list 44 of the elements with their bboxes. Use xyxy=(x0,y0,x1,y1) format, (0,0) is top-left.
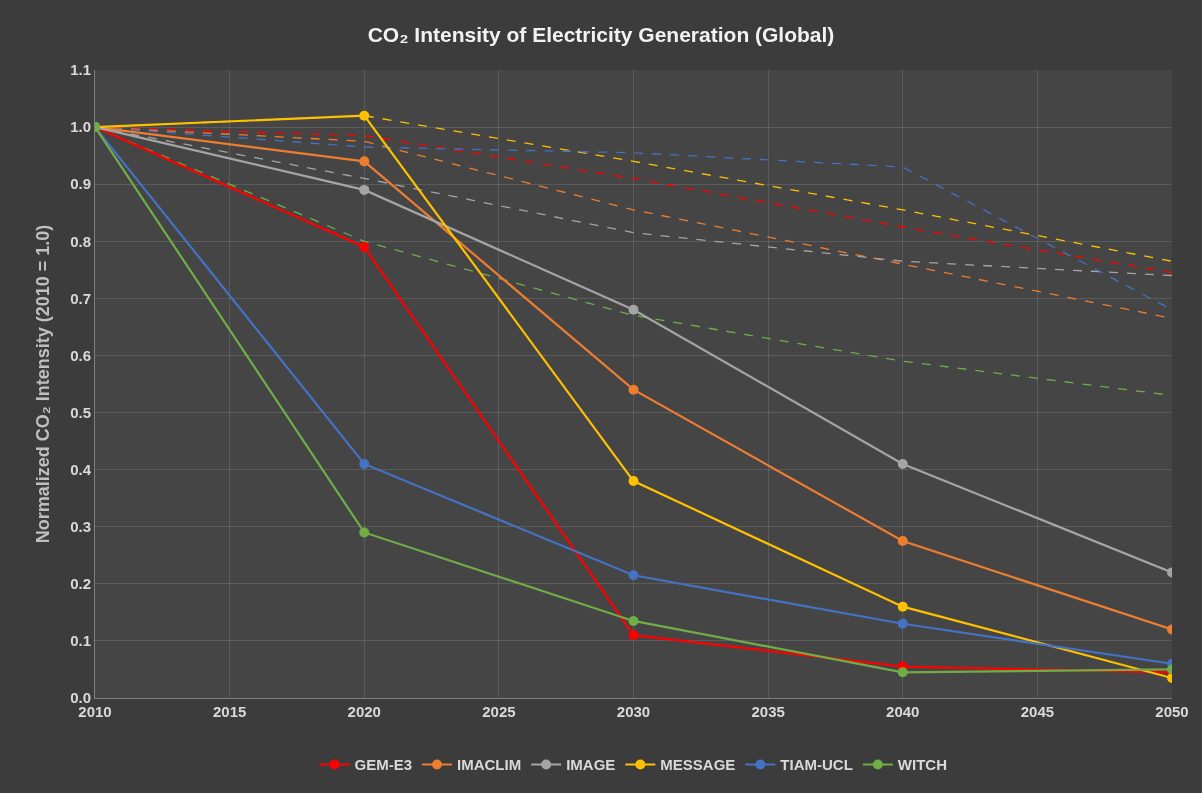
x-tick-label: 2045 xyxy=(1020,703,1055,720)
point xyxy=(628,630,639,641)
legend-label: WITCH xyxy=(897,756,947,774)
legend-label: MESSAGE xyxy=(660,756,736,774)
y-tick-label: 0.7 xyxy=(70,289,91,307)
point xyxy=(897,667,908,678)
y-tick-label: 0.9 xyxy=(70,175,91,193)
y-axis-title: Normalized CO₂ Intensity (2010 = 1.0) xyxy=(33,224,53,544)
y-tick-label: 0.6 xyxy=(70,346,91,364)
x-tick-label: 2040 xyxy=(886,703,920,720)
point xyxy=(359,241,370,252)
x-tick-label: 2030 xyxy=(616,703,651,720)
point xyxy=(628,615,639,626)
point xyxy=(359,184,370,195)
y-tick-label: 0.3 xyxy=(70,517,91,535)
legend-label: TIAM-UCL xyxy=(780,756,853,774)
point xyxy=(628,304,639,315)
point xyxy=(359,527,370,538)
point xyxy=(628,476,639,487)
y-tick-label: 1.0 xyxy=(70,118,91,136)
point xyxy=(897,618,908,629)
legend-label: GEM-E3 xyxy=(354,756,413,774)
point xyxy=(897,536,908,546)
legend-label: IMACLIM xyxy=(457,756,522,774)
y-tick-label: 0.2 xyxy=(70,575,91,593)
point xyxy=(359,110,370,121)
x-tick-label: 2015 xyxy=(212,703,247,720)
point xyxy=(359,458,370,469)
legend-label: IMAGE xyxy=(566,756,616,774)
x-tick-label: 2035 xyxy=(751,703,785,720)
y-tick-label: 0.4 xyxy=(70,460,92,478)
y-tick-label: 1.1 xyxy=(70,61,91,79)
point xyxy=(628,570,639,581)
y-tick-label: 0.5 xyxy=(70,403,91,421)
point xyxy=(897,458,908,469)
y-tick-label: 0.1 xyxy=(70,632,91,650)
x-tick-label: 2025 xyxy=(482,703,516,720)
chart-title: CO₂ Intensity of Electricity Generation (Global) xyxy=(367,23,835,47)
point xyxy=(897,601,908,612)
y-tick-label: 0.8 xyxy=(70,232,91,250)
x-tick-label: 2020 xyxy=(347,703,381,720)
point xyxy=(628,384,639,395)
x-tick-label: 2050 xyxy=(1155,703,1189,720)
point xyxy=(359,156,370,167)
